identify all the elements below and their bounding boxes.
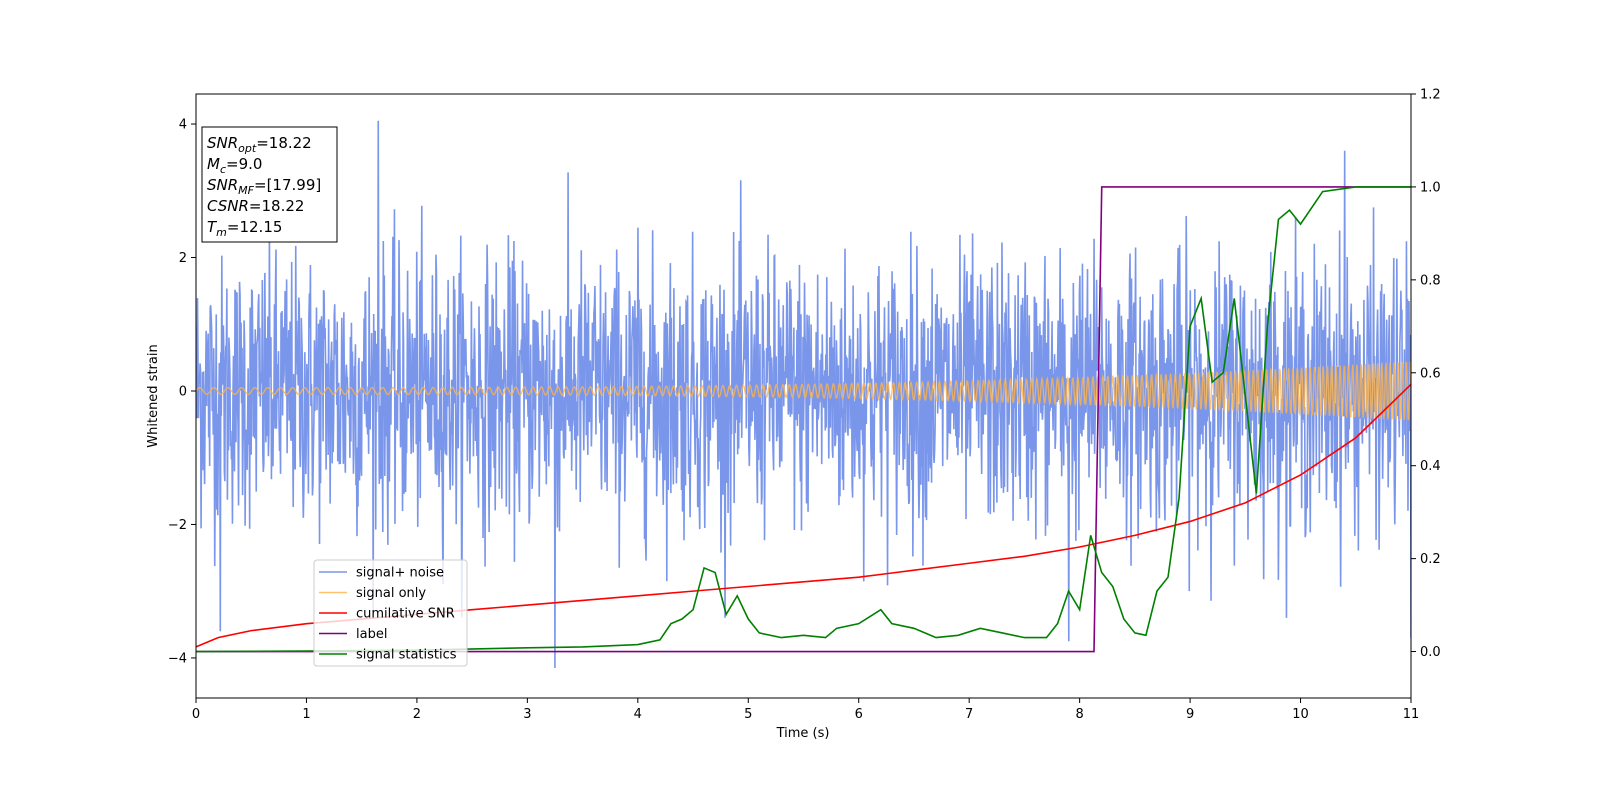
info-box-frame (201, 126, 338, 243)
x-tick-label: 6 (855, 707, 863, 722)
info-line: Mc=9.0 (207, 155, 262, 176)
legend-entry: signal only (356, 586, 426, 601)
info-line: SNRopt=18.22 (207, 134, 312, 155)
x-axis-label: Time (s) (776, 726, 830, 741)
legend-entry: label (356, 627, 387, 642)
y2-tick-label: 0.6 (1420, 366, 1441, 381)
info-line: CSNR=18.22 (207, 197, 304, 215)
y2-tick-label: 0.4 (1420, 459, 1441, 474)
x-tick-label: 10 (1292, 707, 1309, 722)
info-box: SNRopt=18.22Mc=9.0SNRMF=[17.99]CSNR=18.2… (201, 126, 338, 243)
x-tick-label: 1 (302, 707, 310, 722)
legend-entry: cumilative SNR (356, 607, 455, 622)
series-line-signal-statistics (196, 186, 1411, 653)
legend-entry: signal statistics (356, 648, 457, 663)
x-tick-label: 2 (413, 707, 421, 722)
x-axis: 0 1 2 3 4 5 6 7 8 9 10 11 (192, 698, 1419, 722)
x-tick-label: 11 (1403, 707, 1420, 722)
y-axis-label: Whitened strain (146, 344, 161, 447)
x-tick-label: 5 (744, 707, 752, 722)
y2-tick-label: 0.2 (1420, 552, 1441, 567)
legend: signal+ noise signal only cumilative SNR la… (313, 559, 468, 667)
x-tick-label: 4 (634, 707, 642, 722)
y-tick-label: −2 (168, 518, 187, 533)
y-tick-label: 2 (179, 251, 187, 266)
x-tick-label: 3 (523, 707, 531, 722)
y2-tick-label: 0.8 (1420, 273, 1441, 288)
y-tick-label: 4 (179, 118, 187, 133)
y2-tick-label: 1.2 (1420, 88, 1441, 103)
x-tick-label: 7 (965, 707, 973, 722)
x-tick-label: 8 (1075, 707, 1083, 722)
info-line: Tm=12.15 (207, 218, 282, 239)
legend-frame (313, 559, 468, 667)
y-tick-label: 0 (179, 384, 187, 399)
info-line: SNRMF=[17.99] (207, 176, 321, 197)
y-axis-right: 0.0 0.2 0.4 0.6 0.8 1.0 1.2 (1411, 88, 1441, 660)
series-line-signal-only (196, 361, 1411, 422)
x-tick-label: 9 (1186, 707, 1194, 722)
y2-tick-label: 1.0 (1420, 180, 1441, 195)
x-tick-label: 0 (192, 707, 200, 722)
legend-entry: signal+ noise (356, 566, 444, 581)
y-tick-label: −4 (168, 651, 187, 666)
series-line-label (196, 186, 1411, 653)
y-axis-left: −4 −2 0 2 4 (168, 118, 196, 666)
y2-tick-label: 0.0 (1420, 645, 1441, 660)
axes-frame (195, 93, 1412, 699)
